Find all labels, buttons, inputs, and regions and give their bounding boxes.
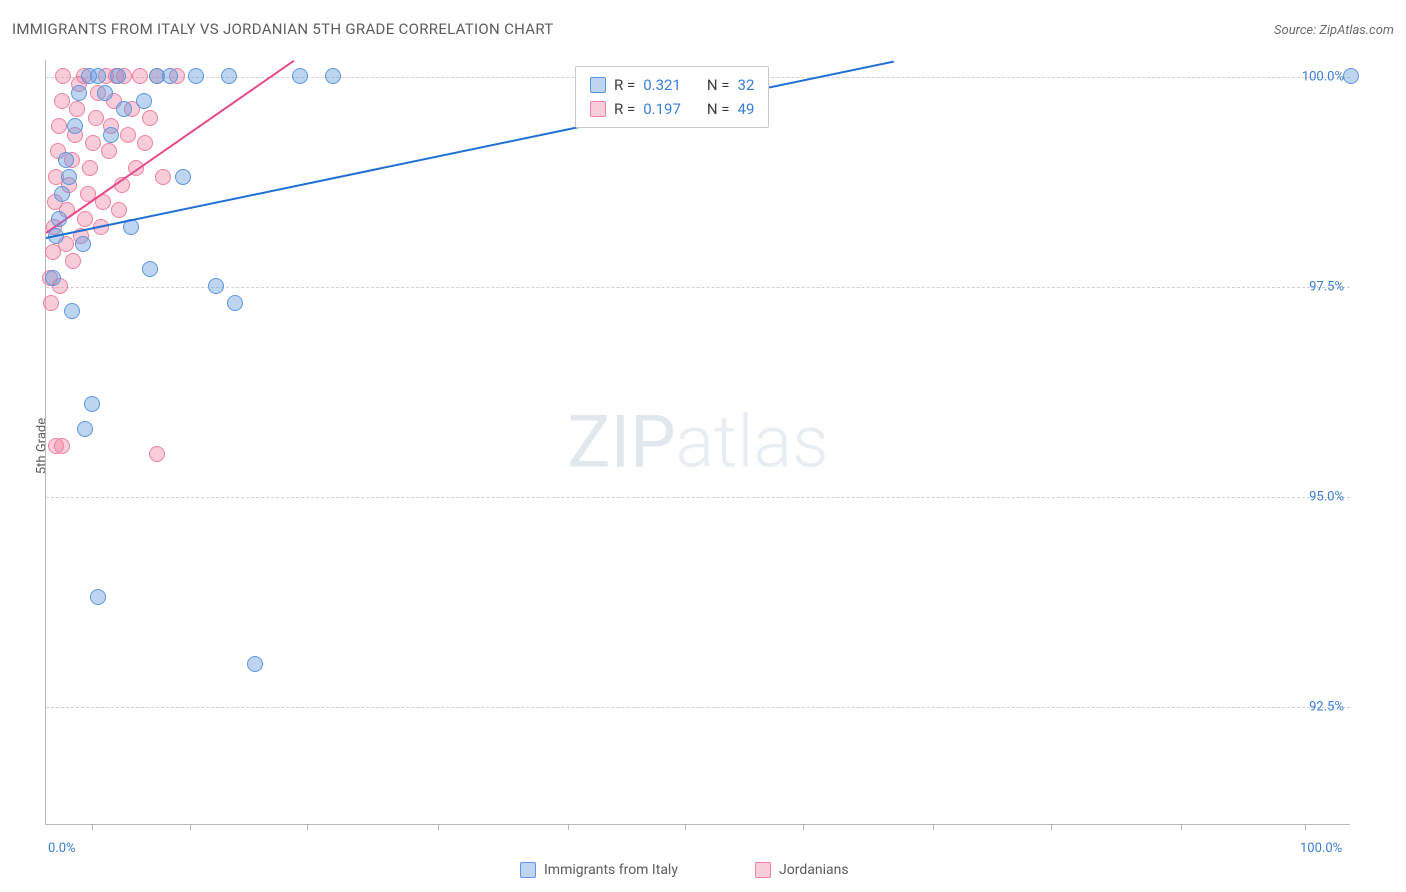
legend-row: R = 0.197 N = 49 — [590, 97, 754, 121]
data-point — [325, 68, 341, 84]
legend-swatch — [590, 77, 606, 93]
data-point — [162, 68, 178, 84]
x-tick-label: 100.0% — [1300, 841, 1342, 856]
data-point — [227, 295, 243, 311]
x-tick — [568, 824, 569, 830]
legend-row: R = 0.321 N = 32 — [590, 73, 754, 97]
legend-r-label: R = — [614, 73, 635, 97]
legend-swatch — [520, 862, 536, 878]
chart-container: IMMIGRANTS FROM ITALY VS JORDANIAN 5TH G… — [0, 0, 1406, 892]
gridline — [46, 497, 1350, 498]
data-point — [97, 85, 113, 101]
data-point — [292, 68, 308, 84]
chart-source: Source: ZipAtlas.com — [1274, 23, 1394, 38]
data-point — [188, 68, 204, 84]
data-point — [48, 438, 64, 454]
data-point — [208, 278, 224, 294]
x-tick-label: 0.0% — [48, 841, 76, 856]
data-point — [142, 110, 158, 126]
data-point — [71, 85, 87, 101]
data-point — [65, 253, 81, 269]
legend-n-label: N = — [707, 97, 730, 121]
data-point — [136, 93, 152, 109]
data-point — [116, 101, 132, 117]
data-point — [155, 169, 171, 185]
data-point — [84, 396, 100, 412]
data-point — [149, 446, 165, 462]
legend-r-value: 0.197 — [643, 97, 681, 121]
y-tick-label: 97.5% — [1309, 279, 1344, 294]
data-point — [51, 118, 67, 134]
data-point — [45, 270, 61, 286]
legend-swatch — [590, 101, 606, 117]
x-tick — [1051, 824, 1052, 830]
data-point — [58, 152, 74, 168]
data-point — [82, 160, 98, 176]
data-point — [1343, 68, 1359, 84]
data-point — [137, 135, 153, 151]
data-point — [247, 656, 263, 672]
x-tick — [190, 824, 191, 830]
x-tick — [438, 824, 439, 830]
chart-header: IMMIGRANTS FROM ITALY VS JORDANIAN 5TH G… — [0, 20, 1406, 38]
data-point — [77, 211, 93, 227]
legend-n-label: N = — [707, 73, 730, 97]
data-point — [54, 186, 70, 202]
data-point — [85, 135, 101, 151]
series-name: Immigrants from Italy — [544, 862, 678, 878]
data-point — [64, 303, 80, 319]
data-point — [132, 68, 148, 84]
data-point — [175, 169, 191, 185]
x-tick — [307, 824, 308, 830]
legend-n-value: 32 — [738, 73, 755, 97]
data-point — [75, 236, 91, 252]
correlation-legend: R = 0.321 N = 32 R = 0.197 N = 49 — [575, 66, 769, 128]
data-point — [110, 68, 126, 84]
data-point — [61, 169, 77, 185]
chart-title: IMMIGRANTS FROM ITALY VS JORDANIAN 5TH G… — [12, 20, 554, 38]
gridline — [46, 707, 1350, 708]
data-point — [51, 211, 67, 227]
legend-r-value: 0.321 — [643, 73, 681, 97]
series-legend-item: Jordanians — [755, 862, 849, 878]
data-point — [55, 68, 71, 84]
data-point — [142, 261, 158, 277]
x-tick — [685, 824, 686, 830]
y-tick-label: 100.0% — [1302, 69, 1344, 84]
watermark-light: atlas — [676, 400, 829, 485]
legend-n-value: 49 — [738, 97, 755, 121]
watermark-bold: ZIP — [567, 400, 675, 485]
data-point — [88, 110, 104, 126]
series-legend-item: Immigrants from Italy — [520, 862, 678, 878]
y-tick-label: 92.5% — [1309, 700, 1344, 715]
gridline — [46, 287, 1350, 288]
x-tick — [933, 824, 934, 830]
data-point — [111, 202, 127, 218]
data-point — [90, 589, 106, 605]
legend-swatch — [755, 862, 771, 878]
x-tick — [1181, 824, 1182, 830]
data-point — [90, 68, 106, 84]
legend-r-label: R = — [614, 97, 635, 121]
y-tick-label: 95.0% — [1309, 490, 1344, 505]
plot-area: ZIPatlas 100.0% 97.5% 95.0% 92.5% — [45, 60, 1350, 825]
x-tick — [92, 824, 93, 830]
watermark: ZIPatlas — [567, 400, 828, 485]
data-point — [67, 118, 83, 134]
data-point — [101, 143, 117, 159]
series-name: Jordanians — [779, 862, 849, 878]
data-point — [69, 101, 85, 117]
x-tick — [1305, 824, 1306, 830]
data-point — [43, 295, 59, 311]
data-point — [77, 421, 93, 437]
x-tick — [803, 824, 804, 830]
data-point — [221, 68, 237, 84]
data-point — [120, 127, 136, 143]
data-point — [103, 127, 119, 143]
data-point — [54, 93, 70, 109]
